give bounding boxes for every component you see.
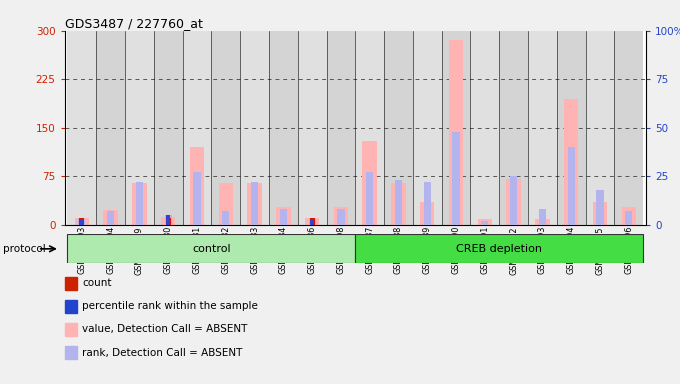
Bar [167, 215, 170, 225]
Bar [211, 31, 240, 225]
Bar [471, 31, 499, 225]
Bar [248, 183, 262, 225]
Bar [337, 209, 345, 225]
Bar [568, 147, 575, 225]
Bar [481, 221, 488, 225]
Text: count: count [82, 278, 112, 288]
Text: rank, Detection Call = ABSENT: rank, Detection Call = ABSENT [82, 348, 243, 358]
Bar [75, 218, 89, 225]
Bar [510, 176, 517, 225]
Bar [240, 31, 269, 225]
Bar [424, 182, 431, 225]
Bar [279, 209, 287, 225]
Bar [309, 219, 316, 225]
Bar [499, 31, 528, 225]
Bar [80, 218, 84, 225]
Bar [593, 202, 607, 225]
Bar [452, 132, 460, 225]
Text: GDS3487 / 227760_at: GDS3487 / 227760_at [65, 17, 203, 30]
Bar [276, 207, 290, 225]
Bar [125, 31, 154, 225]
Text: CREB depletion: CREB depletion [456, 243, 542, 254]
Bar [395, 180, 402, 225]
Bar [183, 31, 211, 225]
Text: control: control [192, 243, 231, 254]
Bar [614, 31, 643, 225]
Bar [596, 190, 604, 225]
Bar [222, 211, 229, 225]
Text: percentile rank within the sample: percentile rank within the sample [82, 301, 258, 311]
Bar [362, 141, 377, 225]
Bar [420, 202, 435, 225]
Text: protocol: protocol [3, 244, 46, 254]
Bar [355, 234, 643, 263]
Bar [298, 31, 326, 225]
Bar [97, 31, 125, 225]
Bar [366, 172, 373, 225]
Bar [564, 99, 579, 225]
Bar [154, 31, 183, 225]
Bar [557, 31, 585, 225]
Bar [107, 211, 114, 225]
Bar [67, 31, 97, 225]
Bar [384, 31, 413, 225]
Bar [78, 219, 86, 225]
Bar [132, 183, 147, 225]
Bar [309, 218, 315, 225]
Bar [355, 31, 384, 225]
Bar [535, 220, 549, 225]
Bar [625, 211, 632, 225]
Bar [391, 183, 406, 225]
Bar [622, 207, 636, 225]
Bar [477, 220, 492, 225]
Bar [310, 219, 314, 225]
Bar [326, 31, 355, 225]
Bar [413, 31, 441, 225]
Bar [67, 234, 355, 263]
Bar [449, 40, 463, 225]
Bar [103, 210, 118, 225]
Bar [166, 218, 171, 225]
Bar [80, 219, 84, 225]
Bar [585, 31, 614, 225]
Bar [441, 31, 471, 225]
Bar [165, 215, 172, 225]
Bar [251, 182, 258, 225]
Bar [136, 182, 143, 225]
Bar [161, 217, 175, 225]
Bar [539, 209, 546, 225]
Bar [193, 172, 201, 225]
Bar [305, 218, 320, 225]
Bar [190, 147, 204, 225]
Bar [528, 31, 557, 225]
Bar [334, 207, 348, 225]
Bar [218, 183, 233, 225]
Bar [507, 179, 521, 225]
Bar [269, 31, 298, 225]
Text: value, Detection Call = ABSENT: value, Detection Call = ABSENT [82, 324, 248, 334]
